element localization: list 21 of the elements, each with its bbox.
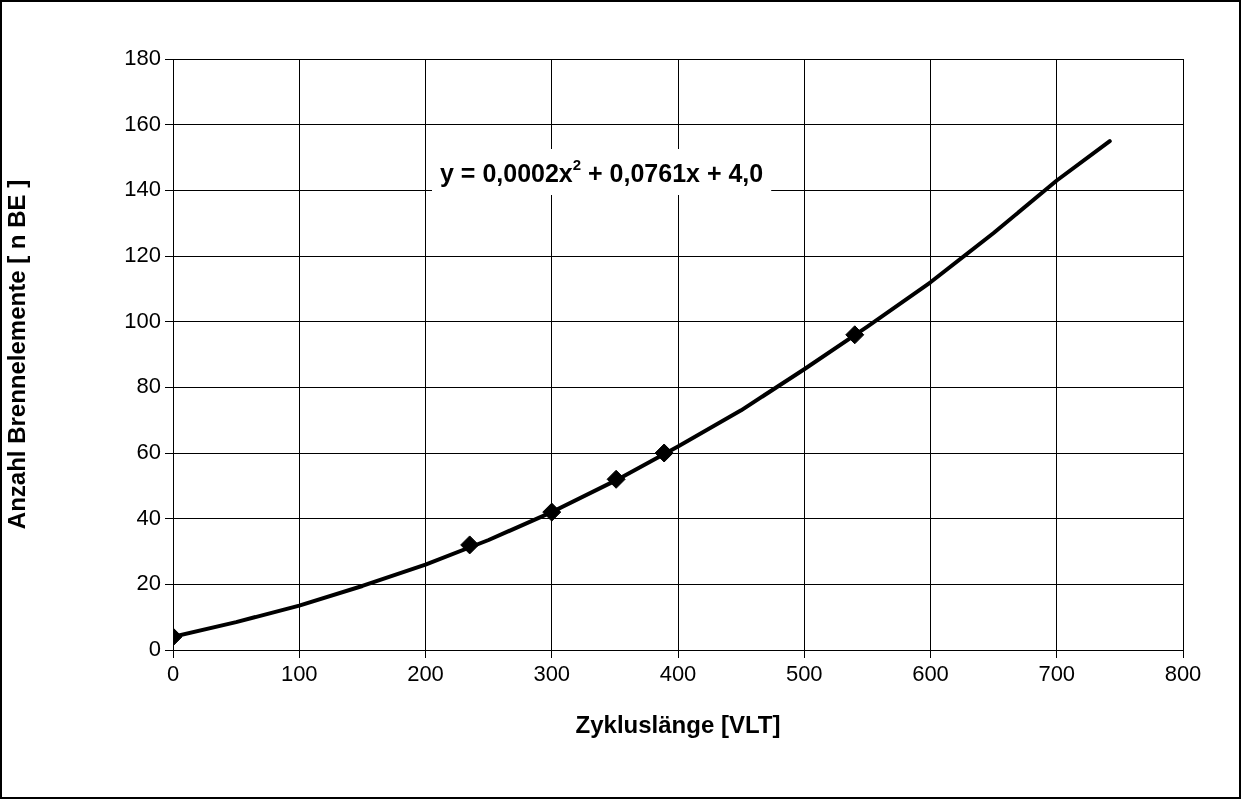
y-tick-label: 180 [124, 45, 161, 71]
y-axis-title: Anzahl Brennelemente [ n BE ] [3, 179, 31, 530]
x-axis-title: Zykluslänge [VLT] [575, 711, 781, 739]
y-tick-label: 160 [124, 110, 161, 136]
y-tick-label: 100 [124, 307, 161, 333]
x-tick-label: 400 [659, 661, 697, 687]
y-tick-label: 40 [136, 504, 161, 530]
y-tick-label: 80 [136, 373, 161, 399]
x-tick-label: 500 [785, 661, 823, 687]
y-tick-label: 140 [124, 176, 161, 202]
x-tick-label: 800 [1164, 661, 1202, 687]
x-tick-label: 0 [166, 661, 180, 687]
y-tick-label: 60 [136, 439, 161, 465]
x-tick-label: 300 [533, 661, 571, 687]
y-tick-label: 20 [136, 570, 161, 596]
y-tick-label: 0 [148, 636, 161, 662]
x-tick-label: 700 [1038, 661, 1076, 687]
x-tick-label: 600 [912, 661, 949, 687]
x-tick-label: 100 [280, 661, 318, 687]
x-tick-label: 200 [407, 661, 444, 687]
y-tick-label: 120 [124, 242, 161, 268]
